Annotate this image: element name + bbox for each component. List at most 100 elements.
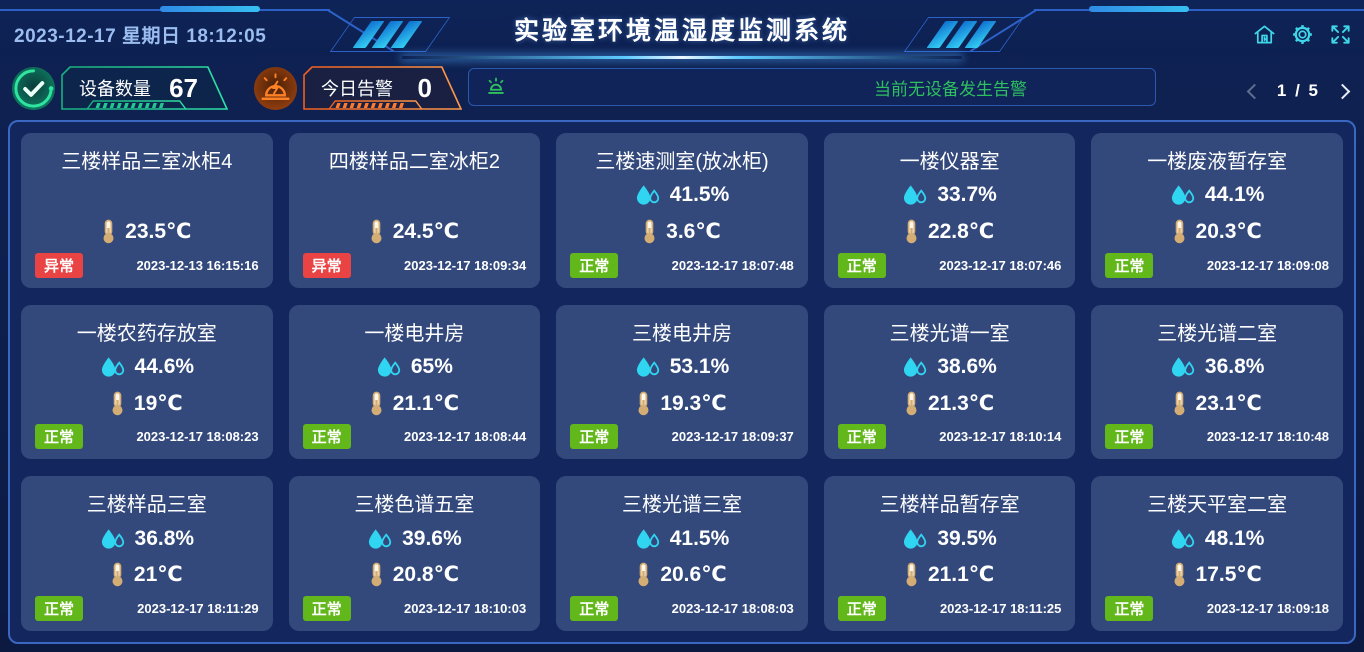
- humidity-value: 38.6%: [937, 354, 997, 378]
- card-footer: 正常 2023-12-17 18:07:46: [837, 252, 1062, 278]
- thermometer-icon: [371, 219, 382, 244]
- fullscreen-icon[interactable]: [1329, 23, 1352, 46]
- room-name: 三楼电井房: [631, 322, 732, 345]
- temperature-value: 20.3℃: [1195, 219, 1262, 243]
- next-page-button[interactable]: [1334, 83, 1351, 99]
- humidity-row: 44.6%: [35, 352, 259, 382]
- humidity-icon: [904, 185, 927, 205]
- status-badge: 正常: [570, 252, 619, 278]
- alarm-badge-outline: [303, 66, 462, 110]
- temperature-value: 3.6℃: [666, 219, 721, 243]
- temperature-row: 21.3℃: [838, 388, 1062, 418]
- device-card[interactable]: 三楼天平室二室 48.1% 17.5℃ 正常 2023-12-17 18:09:…: [1091, 476, 1343, 631]
- humidity-icon: [1171, 357, 1195, 377]
- device-card[interactable]: 一楼仪器室 33.7% 22.8℃ 正常 2023-12-17 18:07:46: [823, 133, 1076, 288]
- room-name: 一楼农药存放室: [76, 322, 217, 345]
- device-card[interactable]: 三楼光谱二室 36.8% 23.1℃ 正常 2023-12-17 18:10:4…: [1091, 304, 1343, 460]
- pagination: 1 / 5: [1246, 81, 1351, 101]
- humidity-row: 53.1%: [570, 352, 794, 382]
- temperature-value: 19.3℃: [660, 391, 727, 415]
- status-badge: 正常: [570, 595, 619, 621]
- status-badge: 正常: [1105, 424, 1154, 450]
- device-panel: 三楼样品三室冰柜4 23.5℃ 异常 2023-12-13 16:15:16 四…: [8, 120, 1356, 644]
- humidity-row: 33.7%: [838, 180, 1062, 210]
- device-card[interactable]: 三楼光谱三室 41.5% 20.6℃ 正常 2023-12-17 18:08:0…: [556, 476, 808, 631]
- status-badge: 正常: [837, 252, 886, 278]
- humidity-row: 41.5%: [570, 524, 794, 554]
- room-name: 四楼样品二室冰柜2: [328, 151, 500, 173]
- card-footer: 异常 2023-12-13 16:15:16: [35, 252, 259, 278]
- alarm-light-icon: [253, 66, 298, 110]
- room-name: 三楼天平室二室: [1147, 494, 1288, 517]
- toolbar: 设备数量 67: [0, 57, 1364, 119]
- humidity-icon: [377, 357, 401, 377]
- prev-page-button[interactable]: [1246, 83, 1263, 99]
- humidity-value: 33.7%: [937, 183, 997, 207]
- thermometer-icon: [906, 391, 917, 415]
- last-update-time: 2023-12-17 18:09:34: [404, 257, 527, 273]
- temperature-row: 23.5℃: [35, 216, 259, 246]
- status-badge: 正常: [837, 424, 886, 450]
- today-alarm-value: 0: [417, 72, 432, 103]
- temperature-row: 23.1℃: [1105, 388, 1329, 418]
- temperature-row: 20.6℃: [570, 560, 794, 590]
- temperature-row: 17.5℃: [1105, 560, 1329, 590]
- device-count-badge: 设备数量 67: [10, 64, 228, 112]
- title-glow-line: [402, 56, 962, 59]
- device-card[interactable]: 一楼废液暂存室 44.1% 20.3℃ 正常 2023-12-17 18:09:…: [1091, 133, 1343, 288]
- alert-message: 当前无设备发生告警: [874, 79, 1027, 99]
- device-card[interactable]: 三楼光谱一室 38.6% 21.3℃ 正常 2023-12-17 18:10:1…: [823, 304, 1076, 460]
- header: 2023-12-17 星期日 18:12:05 实验室环境温湿度监测系统: [0, 0, 1364, 59]
- room-name: 三楼光谱三室: [621, 494, 742, 517]
- device-card[interactable]: 三楼样品三室 36.8% 21℃ 正常 2023-12-17 18:11:29: [21, 476, 273, 631]
- thermometer-icon: [1174, 391, 1185, 415]
- device-card[interactable]: 三楼样品暂存室 39.5% 21.1℃ 正常 2023-12-17 18:11:…: [823, 476, 1076, 631]
- device-card[interactable]: 三楼速测室(放冰柜) 41.5% 3.6℃ 正常 2023-12-17 18:0…: [556, 133, 808, 288]
- room-name: 三楼光谱二室: [1157, 322, 1278, 345]
- temperature-value: 24.5℃: [392, 219, 460, 243]
- humidity-row: 36.8%: [35, 524, 259, 554]
- thermometer-icon: [1174, 562, 1185, 587]
- humidity-row: 48.1%: [1105, 524, 1329, 554]
- card-footer: 正常 2023-12-17 18:09:18: [1105, 595, 1329, 621]
- temperature-value: 20.6℃: [660, 563, 727, 587]
- today-alarm-badge: 今日告警 0: [252, 64, 462, 112]
- humidity-row: 41.5%: [570, 180, 794, 210]
- device-check-icon: [11, 66, 56, 110]
- temperature-value: 20.8℃: [392, 563, 460, 587]
- device-card[interactable]: 四楼样品二室冰柜2 24.5℃ 异常 2023-12-17 18:09:34: [288, 133, 541, 288]
- last-update-time: 2023-12-17 18:10:14: [939, 429, 1062, 445]
- room-name: 一楼仪器室: [899, 151, 1000, 173]
- thermometer-icon: [638, 391, 649, 415]
- temperature-row: 19℃: [35, 388, 259, 418]
- last-update-time: 2023-12-17 18:07:46: [939, 257, 1062, 273]
- temperature-row: 20.3℃: [1105, 216, 1329, 246]
- home-icon[interactable]: [1253, 23, 1276, 46]
- temperature-value: 22.8℃: [927, 219, 995, 243]
- gear-icon[interactable]: [1291, 23, 1314, 46]
- today-alarm-label: 今日告警: [321, 79, 393, 99]
- last-update-time: 2023-12-17 18:07:48: [671, 257, 794, 273]
- device-card[interactable]: 三楼样品三室冰柜4 23.5℃ 异常 2023-12-13 16:15:16: [21, 133, 273, 288]
- humidity-icon: [904, 528, 927, 549]
- device-card[interactable]: 一楼电井房 65% 21.1℃ 正常 2023-12-17 18:08:44: [288, 304, 541, 460]
- card-footer: 正常 2023-12-17 18:09:08: [1105, 252, 1329, 278]
- last-update-time: 2023-12-17 18:10:48: [1206, 429, 1329, 445]
- device-card[interactable]: 三楼电井房 53.1% 19.3℃ 正常 2023-12-17 18:09:37: [556, 304, 808, 460]
- humidity-row: 36.8%: [1105, 352, 1329, 382]
- humidity-value: 41.5%: [669, 526, 730, 550]
- device-card[interactable]: 一楼农药存放室 44.6% 19℃ 正常 2023-12-17 18:08:23: [21, 304, 273, 460]
- device-card[interactable]: 三楼色谱五室 39.6% 20.8℃ 正常 2023-12-17 18:10:0…: [288, 476, 541, 631]
- card-footer: 异常 2023-12-17 18:09:34: [302, 252, 527, 278]
- temperature-row: 21.1℃: [838, 560, 1062, 590]
- humidity-icon: [636, 357, 659, 377]
- thermometer-icon: [112, 562, 123, 587]
- humidity-row: 39.5%: [838, 524, 1062, 554]
- card-footer: 正常 2023-12-17 18:09:37: [570, 424, 794, 450]
- temperature-row: 21.1℃: [303, 388, 527, 418]
- thermometer-icon: [644, 219, 655, 244]
- humidity-value: 65%: [410, 354, 453, 378]
- room-name: 三楼样品三室冰柜4: [61, 151, 233, 173]
- card-footer: 正常 2023-12-17 18:08:03: [570, 595, 794, 621]
- last-update-time: 2023-12-17 18:11:29: [137, 600, 259, 616]
